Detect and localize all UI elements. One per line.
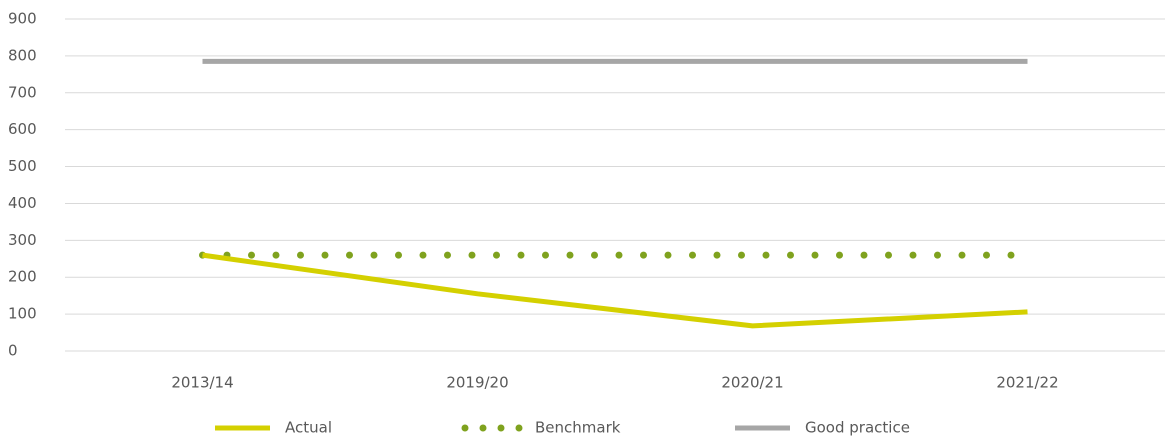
y-tick-label: 100 bbox=[8, 305, 37, 323]
x-tick-label: 2020/21 bbox=[721, 374, 783, 392]
y-tick-label: 700 bbox=[8, 83, 37, 101]
legend-label: Actual bbox=[285, 419, 332, 437]
y-tick-label: 500 bbox=[8, 157, 37, 175]
x-tick-label: 2021/22 bbox=[996, 374, 1058, 392]
y-tick-label: 600 bbox=[8, 120, 37, 138]
y-tick-label: 900 bbox=[8, 10, 37, 28]
y-tick-label: 800 bbox=[8, 46, 37, 64]
y-tick-label: 300 bbox=[8, 231, 37, 249]
x-tick-label: 2019/20 bbox=[446, 374, 508, 392]
legend-label: Benchmark bbox=[535, 419, 621, 437]
y-tick-label: 400 bbox=[8, 194, 37, 212]
legend-label: Good practice bbox=[805, 419, 910, 437]
x-tick-label: 2013/14 bbox=[171, 374, 233, 392]
y-tick-label: 0 bbox=[8, 342, 18, 360]
y-tick-label: 200 bbox=[8, 268, 37, 286]
series-line bbox=[202, 252, 1028, 329]
